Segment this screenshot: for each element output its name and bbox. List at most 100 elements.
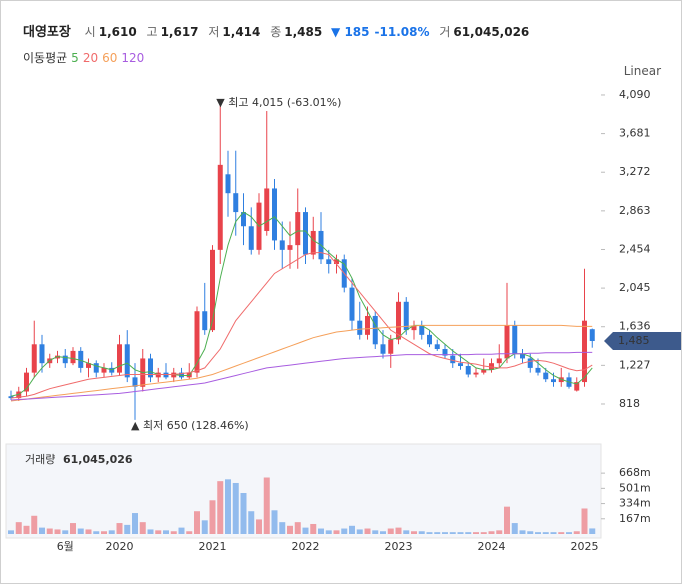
ma-legend-item: 120 [121,51,145,65]
volume-bar [488,531,495,534]
volume-bar [302,527,309,534]
x-tick-label: 6월 [57,540,74,553]
volume-bar [387,528,394,534]
candle-body [334,259,339,265]
candle-body [132,377,138,387]
volume-bar [449,532,456,534]
candle-body [279,240,285,250]
volume-bar [170,531,177,534]
candle-body [380,344,386,354]
candle-body [427,334,432,345]
candle-body [520,353,525,359]
candle-body [264,188,270,231]
candle-body [349,287,355,321]
ma-line [10,252,593,399]
volume-bar [256,519,262,534]
y-tick-label: 3,681 [619,127,651,140]
ma-legend: 이동평균 5 20 60 120 [23,49,148,66]
volume-bar [46,528,53,534]
candle-body [589,329,595,341]
candle-body [70,350,76,364]
volume-bar [341,528,348,534]
candle-body [303,212,308,255]
ma-legend-item: 60 [102,51,118,65]
volume-total: 61,045,026 [63,453,133,466]
volume-bar [62,530,69,534]
volume-bar [356,529,363,534]
min-annotation: ▲ 최저 650 (128.46%) [131,419,249,432]
label: 종 [270,25,282,39]
ma-legend-item: 5 [71,51,79,65]
volume-bar [248,511,255,534]
candle-body [272,188,277,241]
candle-body [233,193,239,213]
volume-bar [54,529,61,534]
x-tick-label: 2025 [571,540,599,553]
volume-bar [589,528,596,534]
volume-bar [294,522,301,534]
candle-body [543,372,549,380]
candle-body [241,212,246,227]
volume-bar [39,527,45,534]
candle-body [551,379,556,383]
candle-body [574,382,580,391]
volume-bar [496,530,503,534]
label: 저 [208,25,220,39]
volume-title: 거래량 [25,453,55,466]
volume-bar [178,527,185,534]
candle-body [8,396,14,399]
high-price: 1,617 [160,25,199,39]
candle-body [535,367,541,373]
candle-body [39,344,45,364]
change-pct: -11.08% [374,25,430,39]
volume-bar [480,532,487,534]
candle-body [202,311,208,331]
y-tick-label: 1,227 [619,358,651,371]
scale-selector[interactable]: Linear [623,64,661,78]
candle-body [101,367,107,373]
candle-body [458,363,463,367]
volume-bar [380,531,386,534]
volume-bar [232,482,239,534]
x-tick-label: 2024 [478,540,506,553]
volume-bar [364,528,371,534]
volume-bar [240,493,247,534]
volume-bar [511,523,518,534]
y-tick-label: 1,636 [619,320,651,333]
volume-bar [194,511,200,534]
volume-bar [155,530,162,534]
candle-body [124,344,130,378]
volume-bar [573,531,580,534]
volume-bar [8,530,14,534]
candle-body [419,325,425,335]
volume-bar [108,530,115,534]
candle-body [148,358,153,378]
x-tick-label: 2021 [199,540,227,553]
candle-body [582,320,587,383]
volume-bar [566,532,572,534]
volume-tick-label: 167m [619,512,651,525]
quote-header: 대영포장 시 1,610 고 1,617 저 1,414 종 1,485 ▼ 185 -1… [23,21,529,40]
y-tick-label: 4,090 [619,88,651,101]
candle-body [434,344,440,350]
volume-bar [225,479,231,534]
candle-body [372,315,378,345]
y-tick-label: 818 [619,397,640,410]
volume-bar [163,530,169,534]
volume-bar [209,500,216,534]
ma-line [10,351,593,401]
x-tick-label: 2023 [385,540,413,553]
volume-bar [473,532,479,534]
volume-bar [116,523,123,534]
volume-bar [93,531,100,534]
candle-body [31,344,37,373]
candle-body [411,325,417,331]
candle-body [78,350,84,368]
volume-bar [333,530,340,534]
candle-body [225,174,231,194]
volume-bar [465,532,472,534]
volume-bar [581,508,588,534]
close-price: 1,485 [284,25,323,39]
volume-bar [411,531,417,534]
